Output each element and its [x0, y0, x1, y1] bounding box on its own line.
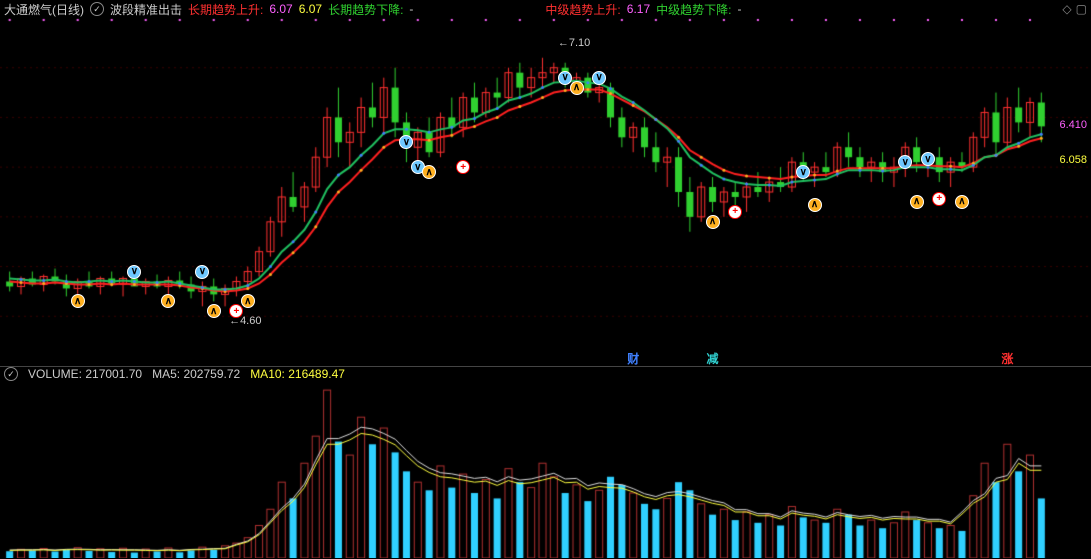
long-up-value: 6.07 — [269, 2, 292, 16]
ma5-value: 202759.72 — [183, 367, 240, 381]
long-up-label: 长期趋势上升: — [188, 1, 263, 18]
mid-up-value: 6.17 — [627, 2, 650, 16]
ma5-label: MA5: — [152, 367, 180, 381]
volume-header: ✓ VOLUME: 217001.70 MA5: 202759.72 MA10:… — [0, 366, 1091, 382]
mid-down-label: 中级趋势下降: — [656, 1, 731, 18]
signal-marker-up: ∧ — [955, 195, 969, 209]
signal-marker-up: ∧ — [207, 304, 221, 318]
chart-tag: 减 — [707, 350, 719, 367]
check-icon[interactable]: ✓ — [4, 367, 18, 381]
diamond-icon[interactable]: ◇ — [1062, 2, 1071, 16]
check-icon[interactable]: ✓ — [90, 2, 104, 16]
long-down-value: - — [409, 2, 413, 16]
axis-price-label: 6.410 — [1057, 119, 1089, 131]
volume-canvas[interactable] — [0, 382, 1091, 558]
chart-tag: 涨 — [1001, 350, 1013, 367]
mid-up-label: 中级趋势上升: — [545, 1, 620, 18]
price-annotation: ←7.10 — [558, 37, 590, 49]
ma10-value: 216489.47 — [288, 367, 345, 381]
signal-marker-down: ∨ — [592, 71, 606, 85]
long-up-value2: 6.07 — [299, 2, 322, 16]
price-chart-panel[interactable]: ∧∧∨∨∧+∧∨∨∧+∨∧∨∧+∨∧∨∨∧+∧←7.10←4.60财减涨6.41… — [0, 18, 1091, 366]
signal-marker-up: ∧ — [910, 195, 924, 209]
chart-tag: 财 — [627, 350, 639, 367]
indicator-name[interactable]: 波段精准出击 — [110, 1, 182, 18]
signal-marker-down: ∨ — [127, 265, 141, 279]
signal-marker-up: ∧ — [570, 81, 584, 95]
square-icon[interactable]: ▢ — [1076, 2, 1087, 16]
signal-marker-up: ∧ — [808, 198, 822, 212]
vol-value: 217001.70 — [85, 367, 142, 381]
volume-chart-panel[interactable] — [0, 382, 1091, 558]
signal-marker-up: ∧ — [71, 294, 85, 308]
vol-label: VOLUME: — [28, 367, 82, 381]
price-canvas[interactable] — [0, 18, 1091, 366]
chart-header: 大通燃气(日线) ✓ 波段精准出击 长期趋势上升: 6.07 6.07 长期趋势… — [0, 0, 1091, 18]
price-annotation: ←4.60 — [229, 315, 261, 327]
long-down-label: 长期趋势下降: — [328, 1, 403, 18]
signal-marker-down: ∨ — [195, 265, 209, 279]
ma10-label: MA10: — [250, 367, 285, 381]
mid-down-value: - — [737, 2, 741, 16]
signal-marker-down: ∨ — [558, 71, 572, 85]
stock-name[interactable]: 大通燃气(日线) — [4, 1, 84, 18]
signal-marker-up: ∧ — [241, 294, 255, 308]
signal-marker-up: ∧ — [706, 215, 720, 229]
signal-marker-plus: + — [728, 205, 742, 219]
axis-price-label: 6.058 — [1057, 154, 1089, 166]
